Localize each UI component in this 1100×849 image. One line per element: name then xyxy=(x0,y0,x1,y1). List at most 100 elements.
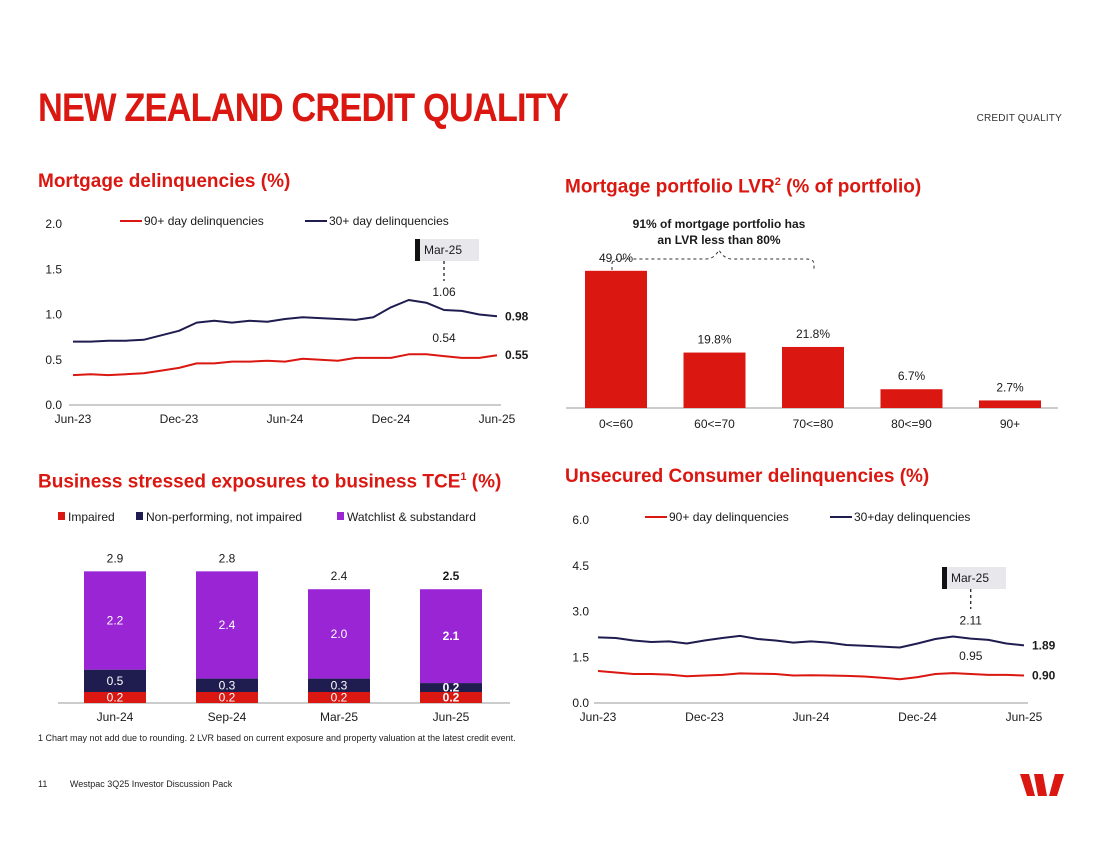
business-category-label: Mar-25 xyxy=(320,710,358,724)
mortgage_delinq-annotation-marker xyxy=(415,239,420,261)
unsecured-y-tick: 3.0 xyxy=(572,605,589,619)
unsecured-legend-label: 90+ day delinquencies xyxy=(669,510,789,524)
mortgage_delinq-legend-label: 30+ day delinquencies xyxy=(329,214,449,228)
mortgage_delinq-x-tick: Jun-25 xyxy=(479,412,516,426)
business-bar-segment-watchlist xyxy=(84,571,146,670)
lvr-bar-value-label: 19.8% xyxy=(697,333,731,347)
business-total-label: 2.5 xyxy=(443,569,460,583)
lvr-annotation-text: 91% of mortgage portfolio has xyxy=(633,217,806,231)
business-legend-label: Impaired xyxy=(68,510,115,524)
mortgage_delinq-annotation-value: 0.54 xyxy=(432,331,456,345)
business-bar-segment-impaired xyxy=(84,692,146,703)
business-category-label: Jun-24 xyxy=(97,710,134,724)
mortgage-delinquencies-title: Mortgage delinquencies (%) xyxy=(38,171,291,192)
mortgage_delinq-annotation-label: Mar-25 xyxy=(424,243,462,257)
mortgage_delinq-y-tick: 1.0 xyxy=(45,308,62,322)
mortgage_delinq-series-navy-line xyxy=(73,299,498,343)
lvr-category-label: 70<=80 xyxy=(793,417,834,431)
unsecured-annotation-value: 0.95 xyxy=(959,649,983,663)
lvr-bar-value-label: 6.7% xyxy=(898,369,926,383)
unsecured-consumer-title: Unsecured Consumer delinquencies (%) xyxy=(565,466,930,487)
lvr-annotation-brace xyxy=(611,248,815,270)
business-segment-label: 2.2 xyxy=(107,614,124,628)
mortgage_delinq-x-tick: Dec-24 xyxy=(372,412,411,426)
unsecured-series-navy-line xyxy=(597,634,1025,649)
business-bar-segment-non xyxy=(84,669,146,692)
lvr-category-label: 80<=90 xyxy=(891,417,932,431)
business-bar-segment-watchlist xyxy=(196,571,258,679)
mortgage_delinq-annotation-value: 1.06 xyxy=(432,285,456,299)
business-total-label: 2.4 xyxy=(331,569,348,583)
business-legend-label: Non-performing, not impaired xyxy=(146,510,302,524)
business-segment-label: 0.2 xyxy=(219,691,236,705)
mortgage_delinq-x-tick: Jun-23 xyxy=(55,412,92,426)
business-segment-label: 2.4 xyxy=(219,618,236,632)
document-name: Westpac 3Q25 Investor Discussion Pack xyxy=(69,779,233,789)
mortgage-lvr-title: Mortgage portfolio LVR2 (% of portfolio) xyxy=(565,171,921,198)
unsecured-x-tick: Jun-24 xyxy=(793,710,830,724)
business-title-footnote-ref: 1 xyxy=(460,471,467,483)
mortgage_delinq-series-red-line xyxy=(72,353,498,377)
business-total-label: 2.9 xyxy=(107,551,124,565)
business-legend-swatch xyxy=(58,512,65,520)
unsecured-y-tick: 0.0 xyxy=(572,696,589,710)
lvr-bar-value-label: 2.7% xyxy=(996,380,1024,394)
lvr-title-footnote-ref: 2 xyxy=(774,176,781,188)
business-bar-segment-watchlist xyxy=(420,589,482,684)
lvr-category-label: 60<=70 xyxy=(694,417,735,431)
business-bar-segment-impaired xyxy=(196,692,258,703)
mortgage_delinq-y-tick: 2.0 xyxy=(45,217,62,231)
business-stressed-title: Business stressed exposures to business … xyxy=(38,466,501,493)
business-segment-label: 0.3 xyxy=(331,678,348,692)
business-legend-swatch xyxy=(136,512,143,520)
mortgage_delinq-x-tick: Jun-24 xyxy=(267,412,304,426)
mortgage_delinq-end-label: 0.98 xyxy=(505,309,529,323)
footer: 11 Westpac 3Q25 Investor Discussion Pack xyxy=(38,779,232,789)
lvr-bar-value-label: 21.8% xyxy=(796,327,830,341)
business-legend-label: Watchlist & substandard xyxy=(347,510,476,524)
mortgage_delinq-end-label: 0.55 xyxy=(505,348,529,362)
business-bar-segment-impaired xyxy=(308,692,370,703)
mortgage_delinq-legend-label: 90+ day delinquencies xyxy=(144,214,264,228)
mortgage_delinq-annotation-box xyxy=(415,239,479,261)
unsecured-annotation-marker xyxy=(942,567,947,589)
unsecured-x-tick: Dec-23 xyxy=(685,710,724,724)
business-title-main: Business stressed exposures to business … xyxy=(38,471,461,493)
business-title-rest: (%) xyxy=(466,471,502,493)
business-segment-label: 0.2 xyxy=(443,681,460,695)
lvr-bar-value-label: 49.0% xyxy=(599,251,633,265)
unsecured-legend-label: 30+day delinquencies xyxy=(854,510,970,524)
lvr-bar-80<=90 xyxy=(880,389,943,408)
business-total-label: 2.8 xyxy=(219,551,236,565)
business-category-label: Jun-25 xyxy=(433,710,470,724)
unsecured-end-label: 1.89 xyxy=(1032,638,1056,652)
business-legend-swatch xyxy=(337,512,344,520)
business-bar-segment-impaired xyxy=(420,692,482,703)
business-bar-segment-non xyxy=(420,683,482,692)
unsecured-y-tick: 6.0 xyxy=(572,513,589,527)
mortgage_delinq-x-tick: Dec-23 xyxy=(160,412,199,426)
lvr-annotation-text: an LVR less than 80% xyxy=(657,233,780,247)
lvr-bar-70<=80 xyxy=(782,346,844,408)
unsecured-annotation-box xyxy=(942,567,1006,589)
unsecured-annotation-value: 2.11 xyxy=(960,614,983,628)
business-bar-segment-non xyxy=(196,678,258,692)
unsecured-y-tick: 1.5 xyxy=(572,650,589,664)
business-segment-label: 0.2 xyxy=(331,691,348,705)
lvr-bar-90+ xyxy=(979,400,1041,408)
lvr-title-rest: (% of portfolio) xyxy=(780,176,922,198)
unsecured-annotation-label: Mar-25 xyxy=(951,571,989,585)
business-category-label: Sep-24 xyxy=(208,710,247,724)
lvr-title-main: Mortgage portfolio LVR xyxy=(565,176,775,198)
business-bar-segment-watchlist xyxy=(308,589,370,679)
page-title: NEW ZEALAND CREDIT QUALITY xyxy=(38,86,569,130)
unsecured-x-tick: Jun-23 xyxy=(580,710,617,724)
business-bar-segment-non xyxy=(308,678,370,692)
lvr-category-label: 90+ xyxy=(1000,417,1020,431)
section-tag: CREDIT QUALITY xyxy=(976,113,1062,124)
mortgage_delinq-y-tick: 1.5 xyxy=(45,262,62,276)
mortgage_delinq-y-tick: 0.0 xyxy=(45,398,62,412)
lvr-bar-0<=60 xyxy=(585,270,647,408)
lvr-category-label: 0<=60 xyxy=(599,417,633,431)
